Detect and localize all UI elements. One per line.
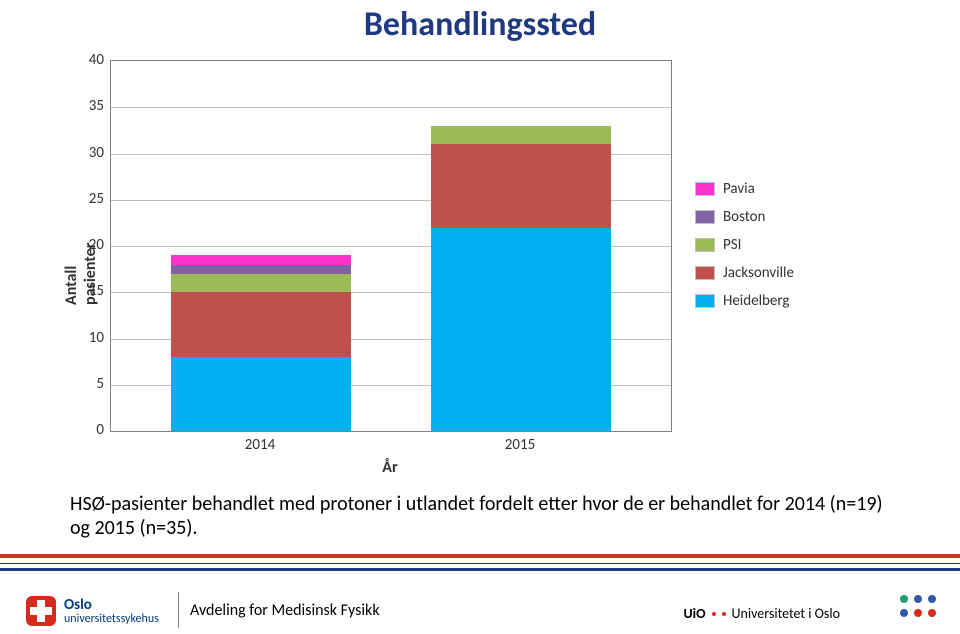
y-tick-label: 40 [76, 51, 104, 69]
legend-item: PSI [695, 236, 794, 254]
logo-uio: UiO Universitetet i Oslo [683, 605, 840, 622]
logo-dots-icon [900, 595, 936, 622]
legend-label: Jacksonville [723, 264, 794, 282]
caption-text: HSØ-pasienter behandlet med protoner i u… [70, 492, 890, 540]
y-tick-label: 25 [76, 190, 104, 208]
y-tick-label: 5 [76, 375, 104, 393]
footer: Oslo universitetssykehus Avdeling for Me… [0, 586, 960, 634]
bar-segment [431, 144, 611, 227]
footer-divider [178, 592, 179, 628]
x-tick-label: 2014 [170, 436, 350, 454]
legend-swatch [695, 294, 715, 308]
oslo-logo-line1: Oslo [64, 598, 159, 613]
legend-swatch [695, 210, 715, 224]
legend-label: PSI [723, 236, 741, 254]
uio-right: Universitetet i Oslo [732, 605, 840, 622]
bar-segment [431, 228, 611, 432]
slide-title: Behandlingssted [0, 4, 960, 45]
x-axis-label: År [110, 458, 670, 477]
legend-item: Heidelberg [695, 292, 794, 310]
y-tick-label: 35 [76, 97, 104, 115]
logo-oslo-hospital: Oslo universitetssykehus [24, 594, 159, 628]
x-tick-label: 2015 [430, 436, 610, 454]
legend-item: Pavia [695, 180, 794, 198]
bar-group [171, 255, 351, 431]
bar-segment [431, 126, 611, 145]
bar-segment [171, 255, 351, 264]
oslo-logo-icon [24, 594, 58, 628]
y-tick-label: 30 [76, 144, 104, 162]
divider-red [0, 554, 960, 558]
legend-swatch [695, 182, 715, 196]
slide: Behandlingssted 0510152025303540 2014201… [0, 0, 960, 634]
legend-label: Pavia [723, 180, 755, 198]
bar-segment [171, 265, 351, 274]
legend-label: Boston [723, 208, 765, 226]
y-tick-label: 10 [76, 329, 104, 347]
legend-item: Jacksonville [695, 264, 794, 282]
department-text: Avdeling for Medisinsk Fysikk [190, 601, 380, 620]
uio-sep-icon [722, 612, 726, 616]
legend-swatch [695, 238, 715, 252]
plot-area [110, 60, 672, 432]
y-axis-label: Antall pasienter [62, 243, 100, 305]
bar-segment [171, 292, 351, 357]
uio-left: UiO [683, 605, 705, 622]
legend-label: Heidelberg [723, 292, 789, 310]
bar-group [431, 126, 611, 431]
legend: Pavia Boston PSI Jacksonville Heidelberg [695, 180, 794, 320]
bar-segment [171, 357, 351, 431]
divider-blue-thin [0, 563, 960, 564]
oslo-logo-line2: universitetssykehus [64, 613, 159, 625]
legend-item: Boston [695, 208, 794, 226]
legend-swatch [695, 266, 715, 280]
y-tick-label: 0 [76, 421, 104, 439]
bar-segment [171, 274, 351, 293]
divider-blue-thick [0, 568, 960, 571]
uio-sep-icon [712, 612, 716, 616]
